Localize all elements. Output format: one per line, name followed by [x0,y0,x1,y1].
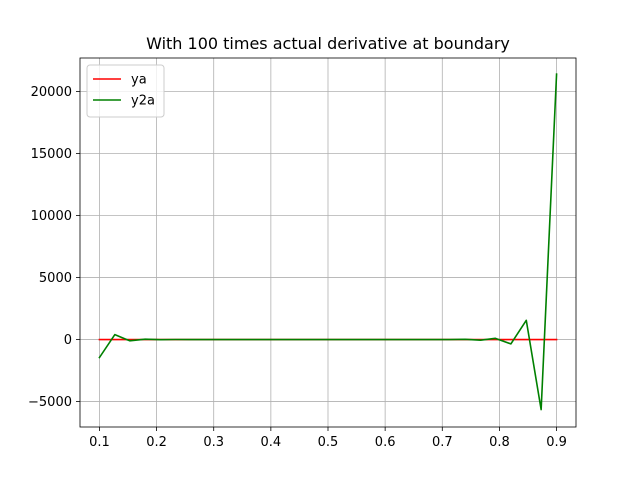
x-tick-label: 0.8 [489,435,510,450]
x-tick-label: 0.7 [432,435,453,450]
y-tick-label: 5000 [39,271,72,286]
x-tick-label: 0.2 [146,435,167,450]
legend-label-ya: ya [131,73,147,88]
legend: ya y2a [86,64,165,118]
x-tick-label: 0.6 [375,435,396,450]
y-tick-label: 20000 [31,85,72,100]
axis-ticks: 0.1 0.2 0.3 0.4 0.5 0.6 0.7 0.8 0.9 −5000 0 5000 100… [28,85,567,450]
y-tick-label: 10000 [31,209,72,224]
x-tick-label: 0.9 [546,435,567,450]
legend-label-y2a: y2a [131,94,155,109]
x-tick-label: 0.3 [203,435,224,450]
y-tick-label: 15000 [31,147,72,162]
y-tick-label: 0 [64,333,72,348]
chart-title: With 100 times actual derivative at boun… [146,34,510,53]
legend-box [86,64,165,118]
x-tick-label: 0.1 [89,435,110,450]
y-tick-label: −5000 [28,395,72,410]
x-tick-label: 0.5 [318,435,339,450]
series-line-y2a [98,73,558,411]
x-tick-label: 0.4 [261,435,282,450]
plot-series [98,73,558,411]
